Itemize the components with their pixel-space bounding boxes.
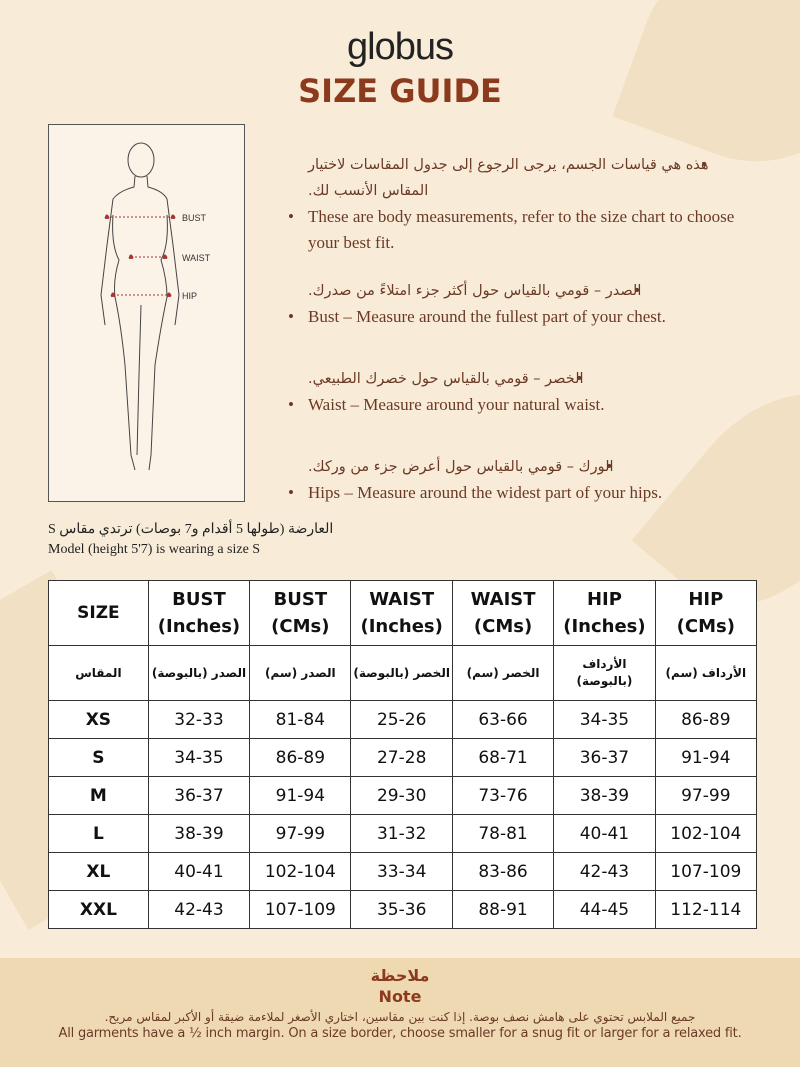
measurement-cell: 81-84 [249,700,352,739]
measurement-cell: 25-26 [350,700,453,739]
bust-instruction-en: Bust – Measure around the fullest part o… [286,304,756,330]
measurement-cell: 102-104 [654,814,758,853]
note-title-en: Note [378,987,422,1006]
instruction-ar: هذه هي قياسات الجسم، يرجى الرجوع إلى جدو… [286,152,756,204]
instruction-en: These are body measurements, refer to th… [286,204,756,256]
note-text-ar: جميع الملابس تحتوي على هامش نصف بوصة. إذ… [104,1010,696,1024]
measurement-cell: 107-109 [249,890,352,929]
model-info-en: Model (height 5'7) is wearing a size S [48,542,261,557]
ar-header: الخصر (بالبوصة) [350,645,453,701]
table-row: M 36-37 91-94 29-30 73-76 38-39 97-99 [48,776,758,815]
waist-instruction-en: Waist – Measure around your natural wais… [286,392,756,418]
measurement-cell: 34-35 [553,700,656,739]
measurement-cell: 42-43 [553,852,656,891]
table-row: XXL 42-43 107-109 35-36 88-91 44-45 112-114 [48,890,758,929]
header-hip-in: HIP (Inches) [553,580,656,646]
hip-label: HIP [182,291,198,301]
measurement-cell: 36-37 [553,738,656,777]
model-info: العارضة (طولها 5 أقدام و7 بوصات) ترتدي م… [48,520,333,560]
note-text-en: All garments have a ½ inch margin. On a … [58,1026,742,1041]
measurement-cell: 38-39 [553,776,656,815]
size-cell: S [48,738,149,777]
measurement-cell: 107-109 [654,852,758,891]
size-cell: XS [48,700,149,739]
brand-logo: globus [347,26,454,68]
measurement-cell: 88-91 [451,890,555,929]
measurement-instructions: هذه هي قياسات الجسم، يرجى الرجوع إلى جدو… [286,152,756,528]
measurement-cell: 27-28 [350,738,453,777]
waist-instruction-ar: الخصر – قومي بالقياس حول خصرك الطبيعي. [286,366,756,392]
measurement-cell: 112-114 [654,890,758,929]
measurement-cell: 102-104 [249,852,352,891]
body-measurement-figure: BUST WAIST HIP [48,124,245,502]
bust-instruction-ar: الصدر – قومي بالقياس حول أكثر جزء امتلاء… [286,278,756,304]
size-cell: L [48,814,149,853]
table-header-row: SIZE BUST (Inches) BUST (CMs) WAIST (Inches… [48,580,758,646]
measurement-cell: 40-41 [147,852,251,891]
ar-header: المقاس [48,645,149,701]
header-bust-cm: BUST (CMs) [249,580,352,646]
measurement-cell: 97-99 [249,814,352,853]
measurement-cell: 44-45 [553,890,656,929]
measurement-cell: 40-41 [553,814,656,853]
model-info-ar: العارضة (طولها 5 أقدام و7 بوصات) ترتدي م… [48,522,334,537]
header-bust-in: BUST (Inches) [147,580,251,646]
page-title: SIZE GUIDE [298,72,502,110]
waist-label: WAIST [182,253,211,263]
header-size: SIZE [48,580,149,646]
measurement-cell: 63-66 [451,700,555,739]
measurement-cell: 97-99 [654,776,758,815]
ar-header: الأرداف (سم) [654,645,758,701]
measurement-cell: 86-89 [249,738,352,777]
ar-header: الأرداف (بالبوصة) [553,645,656,701]
measurement-cell: 34-35 [147,738,251,777]
hip-instruction-ar: الورك – قومي بالقياس حول أعرض جزء من ورك… [286,454,756,480]
measurement-cell: 83-86 [451,852,555,891]
header-waist-in: WAIST (Inches) [350,580,453,646]
measurement-cell: 29-30 [350,776,453,815]
measurement-cell: 68-71 [451,738,555,777]
bust-label: BUST [182,213,207,223]
table-row: XS 32-33 81-84 25-26 63-66 34-35 86-89 [48,700,758,739]
measurement-cell: 42-43 [147,890,251,929]
measurement-cell: 78-81 [451,814,555,853]
body-silhouette-icon [100,142,180,471]
note-section: ملاحظة Note جميع الملابس تحتوي على هامش … [0,958,800,1067]
header-waist-cm: WAIST (CMs) [451,580,555,646]
table-arabic-header-row: المقاس الصدر (بالبوصة) الصدر (سم) الخصر … [48,645,758,701]
measurement-cell: 73-76 [451,776,555,815]
measurement-cell: 86-89 [654,700,758,739]
measurement-cell: 91-94 [249,776,352,815]
measurement-cell: 33-34 [350,852,453,891]
size-cell: M [48,776,149,815]
ar-header: الخصر (سم) [451,645,555,701]
size-cell: XXL [48,890,149,929]
table-row: L 38-39 97-99 31-32 78-81 40-41 102-104 [48,814,758,853]
measurement-cell: 91-94 [654,738,758,777]
measurement-cell: 36-37 [147,776,251,815]
header-hip-cm: HIP (CMs) [654,580,758,646]
measurement-cell: 38-39 [147,814,251,853]
table-row: S 34-35 86-89 27-28 68-71 36-37 91-94 [48,738,758,777]
measurement-cell: 32-33 [147,700,251,739]
note-title-ar: ملاحظة [370,966,430,985]
ar-header: الصدر (سم) [249,645,352,701]
table-row: XL 40-41 102-104 33-34 83-86 42-43 107-109 [48,852,758,891]
size-cell: XL [48,852,149,891]
size-chart-table: SIZE BUST (Inches) BUST (CMs) WAIST (Inches… [48,580,758,929]
hip-instruction-en: Hips – Measure around the widest part of… [286,480,756,506]
measurement-cell: 31-32 [350,814,453,853]
ar-header: الصدر (بالبوصة) [147,645,251,701]
measurement-cell: 35-36 [350,890,453,929]
